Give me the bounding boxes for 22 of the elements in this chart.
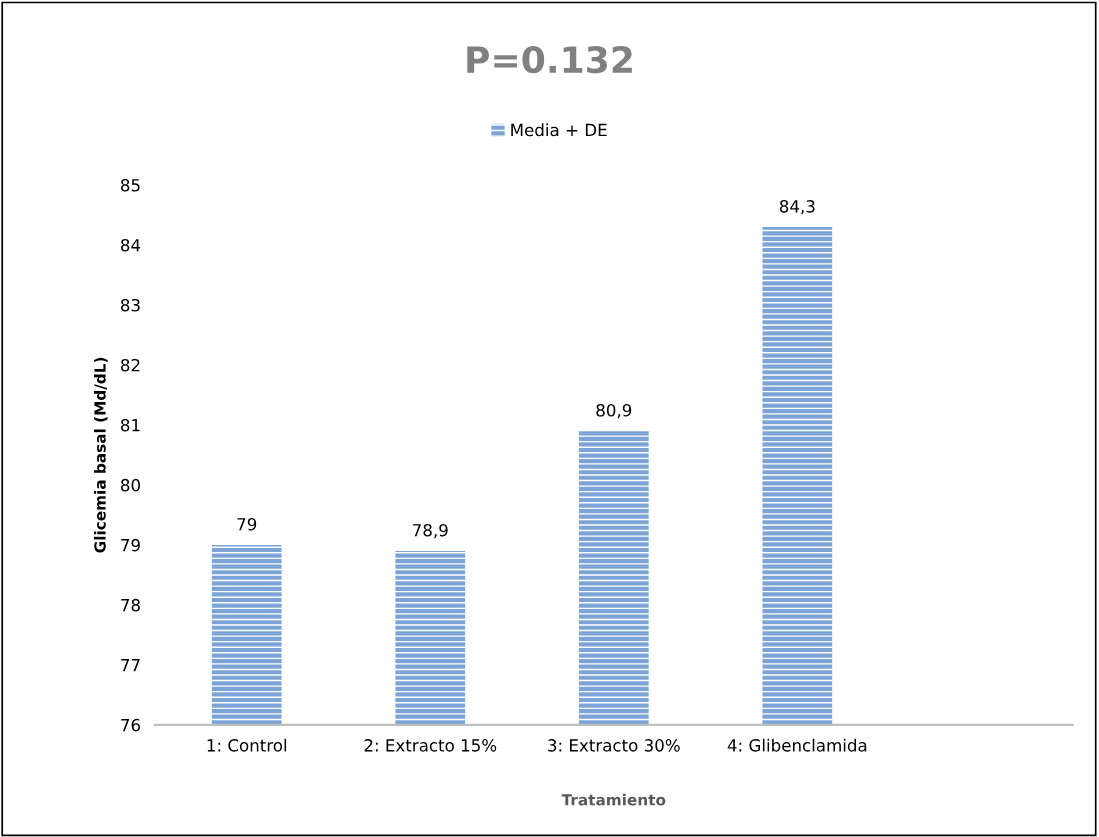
data-label: 78,9 <box>413 523 448 539</box>
y-tick-label: 85 <box>120 178 140 192</box>
x-tick-label: 4: Glibenclamida <box>727 738 867 752</box>
x-tick-label: 1: Control <box>207 738 287 752</box>
y-tick-label: 77 <box>121 659 140 672</box>
chart-title: P=0.132 <box>467 45 632 74</box>
data-label: 79 <box>237 517 257 531</box>
data-label: 80,9 <box>596 403 632 419</box>
y-tick-label: 76 <box>121 718 141 732</box>
x-axis-title: Tratamiento <box>561 793 666 806</box>
x-tick-label: 3: Extracto 30% <box>548 739 680 752</box>
y-tick-label: 80 <box>120 478 140 492</box>
y-tick-label: 82 <box>120 358 140 372</box>
legend-label: Media + DE <box>511 123 607 137</box>
x-tick-label: 2: Extracto 15% <box>364 739 497 752</box>
y-tick-label: 79 <box>121 538 140 552</box>
y-tick-label: 78 <box>121 598 140 612</box>
data-label: 84,3 <box>779 200 815 215</box>
y-axis-title: Glicemia basal (Md/dL) <box>93 357 108 553</box>
y-tick-label: 84 <box>120 238 141 252</box>
y-tick-label: 81 <box>120 418 140 432</box>
y-tick-label: 83 <box>120 298 140 312</box>
